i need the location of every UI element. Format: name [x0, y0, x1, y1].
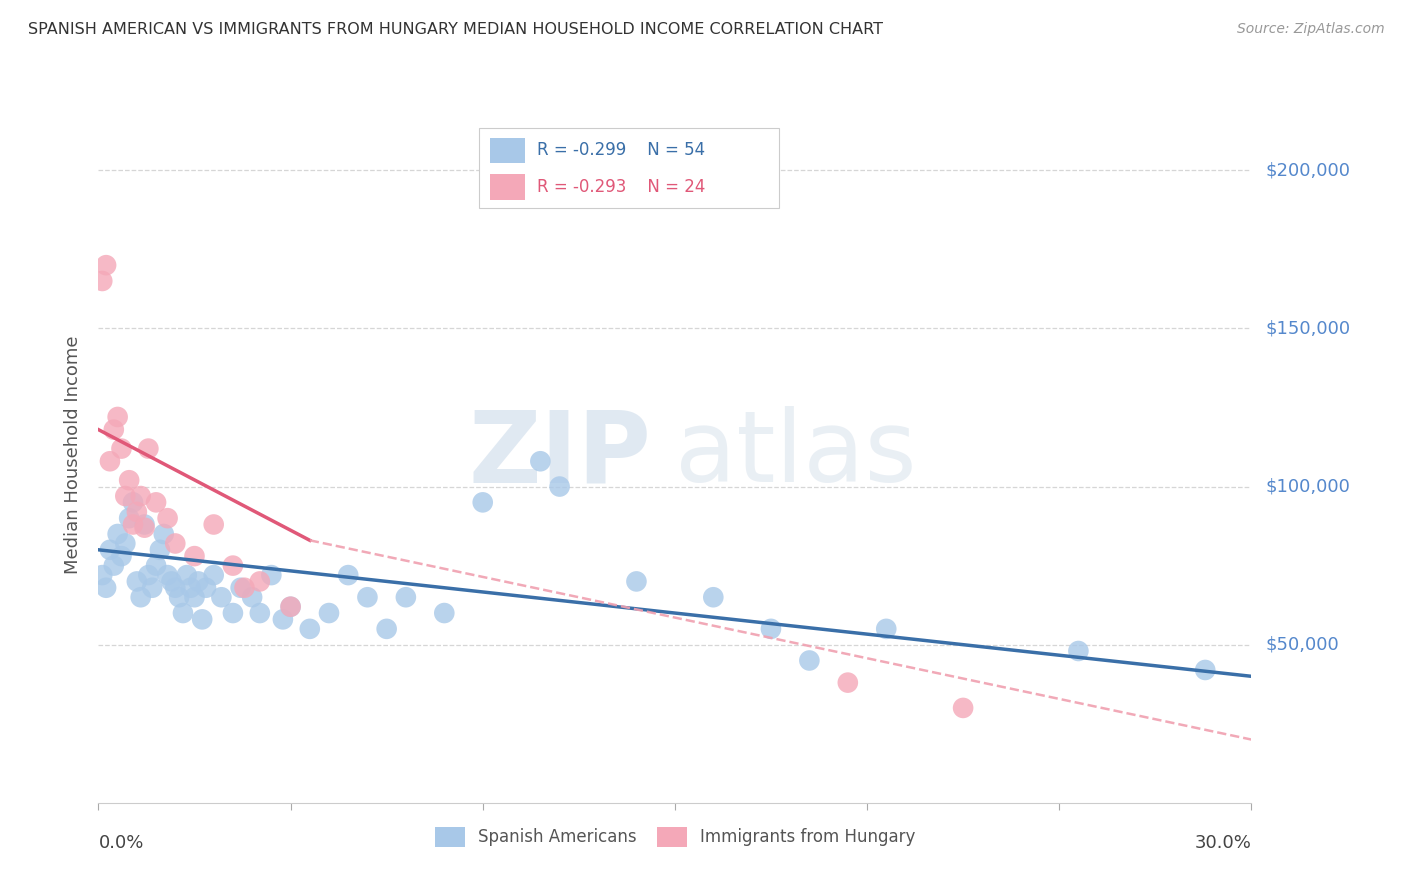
Point — [160, 574, 183, 589]
Point — [107, 409, 129, 424]
Point — [222, 606, 245, 620]
Point — [114, 489, 136, 503]
Point — [176, 568, 198, 582]
Point — [165, 536, 187, 550]
Point — [118, 511, 141, 525]
Point — [471, 495, 494, 509]
Point — [165, 581, 187, 595]
Point — [125, 574, 148, 589]
Point — [180, 581, 202, 595]
Point — [110, 442, 132, 456]
Point — [298, 622, 321, 636]
Point — [152, 527, 174, 541]
Point — [249, 606, 271, 620]
Point — [280, 599, 302, 614]
Point — [183, 591, 205, 605]
Point — [202, 568, 225, 582]
Point — [799, 653, 821, 667]
Point — [202, 517, 225, 532]
Point — [122, 495, 145, 509]
Point — [94, 581, 117, 595]
Point — [337, 568, 360, 582]
Point — [138, 442, 160, 456]
Text: SPANISH AMERICAN VS IMMIGRANTS FROM HUNGARY MEDIAN HOUSEHOLD INCOME CORRELATION : SPANISH AMERICAN VS IMMIGRANTS FROM HUNG… — [28, 22, 883, 37]
Point — [156, 568, 179, 582]
Point — [209, 591, 232, 605]
Point — [222, 558, 245, 573]
Point — [138, 568, 160, 582]
Bar — [479, 128, 779, 208]
Point — [702, 591, 724, 605]
Text: R = -0.293    N = 24: R = -0.293 N = 24 — [537, 178, 704, 196]
Text: $50,000: $50,000 — [1265, 636, 1339, 654]
Point — [91, 568, 114, 582]
Text: 30.0%: 30.0% — [1195, 834, 1251, 852]
Text: $150,000: $150,000 — [1265, 319, 1350, 337]
Point — [172, 606, 194, 620]
Point — [94, 258, 117, 272]
Point — [548, 479, 571, 493]
Point — [145, 558, 167, 573]
Point — [183, 549, 205, 563]
Legend: Spanish Americans, Immigrants from Hungary: Spanish Americans, Immigrants from Hunga… — [427, 820, 922, 854]
Point — [145, 495, 167, 509]
Point — [837, 675, 859, 690]
Point — [122, 517, 145, 532]
Text: atlas: atlas — [675, 407, 917, 503]
Point — [167, 591, 190, 605]
Point — [249, 574, 271, 589]
Point — [195, 581, 218, 595]
Y-axis label: Median Household Income: Median Household Income — [65, 335, 83, 574]
Point — [129, 489, 152, 503]
Point — [156, 511, 179, 525]
Bar — [491, 174, 524, 200]
Point — [134, 521, 156, 535]
Point — [233, 581, 256, 595]
Point — [260, 568, 283, 582]
Point — [395, 591, 418, 605]
Point — [280, 599, 302, 614]
Point — [875, 622, 897, 636]
Point — [187, 574, 209, 589]
Text: R = -0.299    N = 54: R = -0.299 N = 54 — [537, 141, 704, 160]
Point — [141, 581, 163, 595]
Point — [114, 536, 136, 550]
Point — [103, 423, 125, 437]
Point — [626, 574, 648, 589]
Point — [318, 606, 340, 620]
Text: 0.0%: 0.0% — [98, 834, 143, 852]
Point — [91, 274, 114, 288]
Text: $100,000: $100,000 — [1265, 477, 1350, 496]
Point — [1194, 663, 1216, 677]
Point — [759, 622, 782, 636]
Point — [356, 591, 378, 605]
Point — [98, 542, 121, 557]
Text: Source: ZipAtlas.com: Source: ZipAtlas.com — [1237, 22, 1385, 37]
Point — [229, 581, 252, 595]
Point — [529, 454, 551, 468]
Point — [103, 558, 125, 573]
Point — [98, 454, 121, 468]
Point — [107, 527, 129, 541]
Point — [1067, 644, 1090, 658]
Point — [375, 622, 398, 636]
Point — [134, 517, 156, 532]
Point — [433, 606, 456, 620]
Point — [240, 591, 263, 605]
Point — [110, 549, 132, 563]
Point — [149, 542, 172, 557]
Text: ZIP: ZIP — [470, 407, 652, 503]
Text: $200,000: $200,000 — [1265, 161, 1350, 179]
Point — [129, 591, 152, 605]
Point — [125, 505, 148, 519]
Point — [952, 701, 974, 715]
Point — [271, 612, 294, 626]
Point — [118, 473, 141, 487]
Point — [191, 612, 214, 626]
Bar — [491, 137, 524, 163]
